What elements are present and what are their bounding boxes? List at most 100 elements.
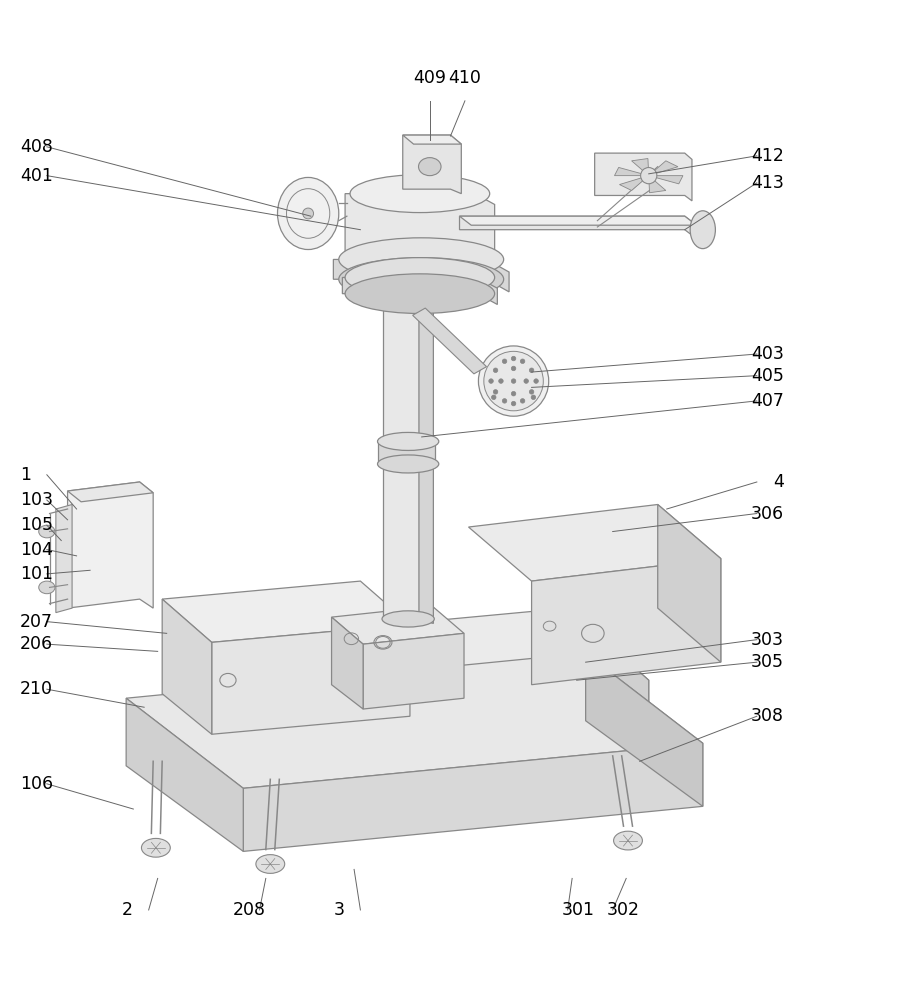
Ellipse shape [478,346,549,416]
Ellipse shape [502,359,506,363]
Ellipse shape [141,838,170,857]
Ellipse shape [378,432,439,450]
Text: 1: 1 [20,466,31,484]
Ellipse shape [523,379,528,383]
Ellipse shape [641,168,657,184]
Text: 207: 207 [20,613,53,631]
Text: 409: 409 [414,69,446,87]
Polygon shape [383,261,419,619]
Polygon shape [649,161,678,176]
Polygon shape [126,653,703,788]
Polygon shape [68,482,153,502]
Ellipse shape [511,401,515,406]
Text: 403: 403 [751,345,784,363]
Polygon shape [180,608,649,716]
Polygon shape [413,308,487,374]
Text: 301: 301 [561,901,595,919]
Text: 405: 405 [751,367,784,385]
Polygon shape [469,505,721,581]
Polygon shape [363,633,464,709]
Ellipse shape [492,395,496,400]
Text: 413: 413 [751,174,784,192]
Ellipse shape [484,351,543,411]
Polygon shape [126,698,243,851]
Polygon shape [378,441,435,464]
Polygon shape [333,259,509,292]
Polygon shape [460,216,696,225]
Ellipse shape [256,855,285,873]
Ellipse shape [278,177,339,250]
Text: 106: 106 [20,775,53,793]
Text: 303: 303 [751,631,784,649]
Text: 407: 407 [751,392,784,410]
Ellipse shape [493,390,497,394]
Ellipse shape [614,831,642,850]
Ellipse shape [339,238,504,281]
Ellipse shape [382,611,434,627]
Text: 210: 210 [20,680,53,698]
Ellipse shape [531,395,535,400]
Ellipse shape [345,258,495,297]
Ellipse shape [511,366,515,371]
Ellipse shape [529,390,533,394]
Ellipse shape [382,253,434,269]
Polygon shape [620,176,649,190]
Ellipse shape [511,379,515,383]
Ellipse shape [303,208,314,219]
Text: 305: 305 [751,653,784,671]
Polygon shape [332,617,363,709]
Text: 308: 308 [751,707,784,725]
Ellipse shape [350,175,490,213]
Text: 101: 101 [20,565,53,583]
Ellipse shape [502,399,506,403]
Text: 306: 306 [751,505,784,523]
Text: 208: 208 [232,901,266,919]
Polygon shape [243,743,703,851]
Ellipse shape [345,274,495,313]
Polygon shape [180,644,261,788]
Text: 4: 4 [773,473,784,491]
Polygon shape [632,159,649,176]
Ellipse shape [529,368,533,373]
Text: 410: 410 [449,69,481,87]
Polygon shape [568,608,649,752]
Polygon shape [342,277,497,304]
Ellipse shape [350,242,490,280]
Ellipse shape [533,379,539,383]
Text: 206: 206 [20,635,53,653]
Polygon shape [586,653,703,806]
Ellipse shape [493,368,497,373]
Ellipse shape [378,455,439,473]
Polygon shape [345,194,495,272]
Text: 105: 105 [20,516,53,534]
Polygon shape [332,606,464,644]
Ellipse shape [511,391,515,396]
Polygon shape [162,581,410,642]
Polygon shape [403,135,461,194]
Ellipse shape [690,211,715,249]
Text: 104: 104 [20,541,52,559]
Polygon shape [649,176,666,193]
Polygon shape [649,176,683,184]
Ellipse shape [520,399,524,403]
Ellipse shape [39,525,55,538]
Polygon shape [595,153,692,201]
Polygon shape [460,216,696,239]
Polygon shape [532,559,721,685]
Polygon shape [68,482,153,608]
Ellipse shape [520,359,524,363]
Polygon shape [162,599,212,734]
Text: 408: 408 [20,138,52,156]
Ellipse shape [39,581,55,594]
Text: 401: 401 [20,167,52,185]
Ellipse shape [339,258,504,301]
Ellipse shape [488,379,494,383]
Polygon shape [261,680,649,788]
Text: 2: 2 [122,901,132,919]
Text: 103: 103 [20,491,53,509]
Polygon shape [212,624,410,734]
Ellipse shape [511,356,515,361]
Ellipse shape [418,158,441,176]
Ellipse shape [499,379,503,383]
Polygon shape [658,505,721,662]
